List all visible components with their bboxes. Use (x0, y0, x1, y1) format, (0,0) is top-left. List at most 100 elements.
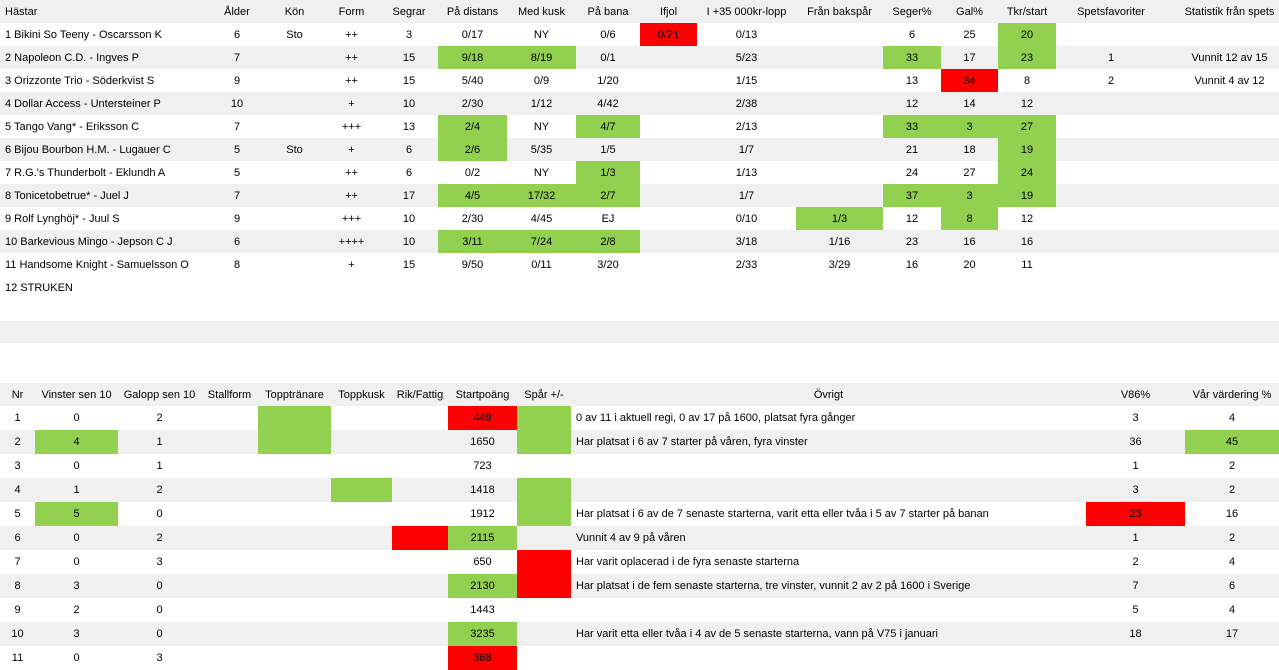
horse-stat-cell (1056, 115, 1166, 138)
horse-stat-cell: 15 (380, 46, 438, 69)
race-stat-cell (201, 646, 258, 670)
horse-stat-cell: 27 (963, 166, 976, 179)
comment-cell: Har platsat i 6 av de 7 senaste startern… (576, 508, 989, 520)
horse-row: 3 Orizzonte Trio - Söderkvist S 9 ++ 15 5/40… (0, 69, 1279, 92)
horse-stat-cell: 18 (941, 138, 998, 161)
horse-stat-cell: 2/6 (438, 138, 507, 161)
horse-stat-cell: 3 (941, 184, 998, 207)
race-stat-cell: 6 (1185, 574, 1279, 598)
horse-stat-cell (1056, 138, 1166, 161)
race-stat-cell: 2 (118, 478, 201, 502)
horse-stat-cell: 0/6 (600, 28, 616, 41)
comment-cell: Har varit oplacerad i de fyra senaste st… (576, 556, 800, 568)
horse-stat-cell (266, 92, 323, 115)
race-row: 7 0 3 650 Har varit oplacerad i de fyra sena… (0, 550, 1279, 574)
horse-stat-cell: 17 (380, 184, 438, 207)
race-stat-cell (258, 622, 331, 646)
horse-stat-cell: 7/24 (507, 230, 576, 253)
horse-stat-cell: 1/20 (597, 74, 619, 87)
race-stat-cell (201, 574, 258, 598)
horse-stat-cell: 9 (233, 212, 241, 225)
horse-stat-cell: ++++ (323, 230, 380, 253)
horse-stat-cell: 3/20 (597, 258, 619, 271)
horse-stat-cell (266, 115, 323, 138)
horse-stat-cell: 0/9 (533, 74, 550, 87)
horse-stat-cell: 3/18 (697, 230, 796, 253)
horse-stat-cell: ++ (345, 166, 358, 179)
horse-stat-cell: 10 (208, 92, 266, 115)
horse-stat-cell: 7 (233, 120, 241, 133)
horse-stat-cell (1056, 23, 1166, 46)
horse-stat-cell: 23 (998, 46, 1056, 69)
race-stat-cell: 1443 (470, 604, 495, 616)
horse-stat-cell: 33 (883, 46, 941, 69)
horse-stat-cell (1166, 230, 1279, 253)
horse-stat-cell: NY (533, 120, 550, 133)
race-stat-cell: 3 (35, 622, 118, 646)
race-stat-cell: 1418 (448, 478, 517, 502)
horse-stat-cell (1166, 161, 1279, 184)
race-row: 6 0 2 2115 Vunnit 4 av 9 på våren 1 2 (0, 526, 1279, 550)
col-header-v86-pct: V86% (1086, 383, 1185, 406)
race-stat-cell: 16 (1225, 508, 1239, 520)
horse-stat-cell (266, 230, 323, 253)
horse-name-cell: 7 R.G.'s Thunderbolt - Eklundh A (5, 166, 166, 179)
race-stat-cell (201, 406, 258, 430)
horse-name-cell: 4 Dollar Access - Untersteiner P (0, 92, 208, 115)
horse-stat-cell: 3 (941, 115, 998, 138)
col-header-stable-form: Stallform (201, 383, 258, 406)
race-row: 5 5 0 1912 Har platsat i 6 av de 7 senaste s… (0, 502, 1279, 526)
col-header-lead-stats: Statistik från spets (1166, 0, 1279, 23)
horse-stat-cell: 17 (941, 46, 998, 69)
horse-stat-cell: 24 (998, 161, 1056, 184)
race-stat-cell (201, 502, 258, 526)
horse-stat-cell (1056, 184, 1166, 207)
col-header-top-trainer: Topptränare (258, 383, 331, 406)
race-stat-cell: 4 (1228, 556, 1236, 568)
col-header-nr: Nr (0, 383, 35, 406)
horse-stats-table: Hästar Ålder Kön Form Segrar På distans … (0, 0, 1279, 299)
col-header-at-track: På bana (576, 0, 640, 23)
horse-stat-cell: 6 (380, 138, 438, 161)
race-table-header: Nr Vinster sen 10 Galopp sen 10 Stallfor… (0, 383, 1279, 406)
horse-stat-cell: 15 (402, 74, 416, 87)
horse-row: 10 Barkevious Mingo - Jepson C J 6 ++++ 10 3… (0, 230, 1279, 253)
race-stat-cell: 2 (0, 430, 35, 454)
race-stat-cell (392, 454, 448, 478)
horse-stat-cell: 9/18 (438, 46, 507, 69)
race-stat-cell: 3 (156, 556, 163, 568)
horse-stat-cell (640, 69, 697, 92)
race-stat-cell (331, 550, 392, 574)
race-stat-cell (517, 646, 571, 670)
race-stat-cell: 0 (73, 460, 80, 472)
race-stat-cell (331, 502, 392, 526)
comment-cell: 0 av 11 i aktuell regi, 0 av 17 på 1600,… (576, 412, 856, 424)
horse-name-cell: 5 Tango Vang* - Eriksson C (5, 120, 140, 133)
horse-stat-cell: 7 (208, 46, 266, 69)
col-header-start-points: Startpoäng (448, 383, 517, 406)
race-stat-cell (517, 526, 571, 550)
horse-stat-cell: 20 (963, 258, 976, 271)
horse-stat-cell: ++ (323, 46, 380, 69)
comment-cell: Har platsat i 6 av 7 starter på våren, f… (571, 430, 1086, 454)
horse-stat-cell (796, 46, 883, 69)
col-header-form: Form (323, 0, 380, 23)
race-stat-cell: 449 (448, 406, 517, 430)
col-header-age: Ålder (208, 0, 266, 23)
horse-stat-cell: 24 (905, 166, 919, 179)
horse-stat-cell (640, 184, 697, 207)
col-header-horses: Hästar (0, 0, 208, 23)
race-row: 2 4 1 1650 Har platsat i 6 av 7 starter på v… (0, 430, 1279, 454)
race-stat-cell: 1650 (448, 430, 517, 454)
horse-stat-cell: 1/3 (576, 161, 640, 184)
col-header-back-row: Från bakspår (796, 0, 883, 23)
race-stat-cell: 0 (73, 556, 80, 568)
col-header-with-driver: Med kusk (507, 0, 576, 23)
col-header-last-year: Ifjol (640, 0, 697, 23)
horse-name-cell: 3 Orizzonte Trio - Söderkvist S (5, 74, 155, 87)
horse-stat-cell: Vunnit 4 av 12 (1194, 74, 1265, 87)
horse-stat-cell: 1/7 (697, 138, 796, 161)
horse-stat-cell: 25 (963, 28, 976, 41)
comment-cell (571, 646, 1086, 670)
race-stat-cell (258, 526, 331, 550)
